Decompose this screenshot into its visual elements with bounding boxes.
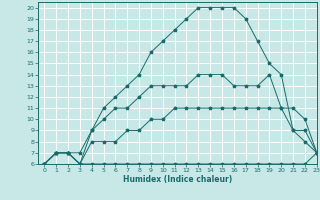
X-axis label: Humidex (Indice chaleur): Humidex (Indice chaleur) [123,175,232,184]
